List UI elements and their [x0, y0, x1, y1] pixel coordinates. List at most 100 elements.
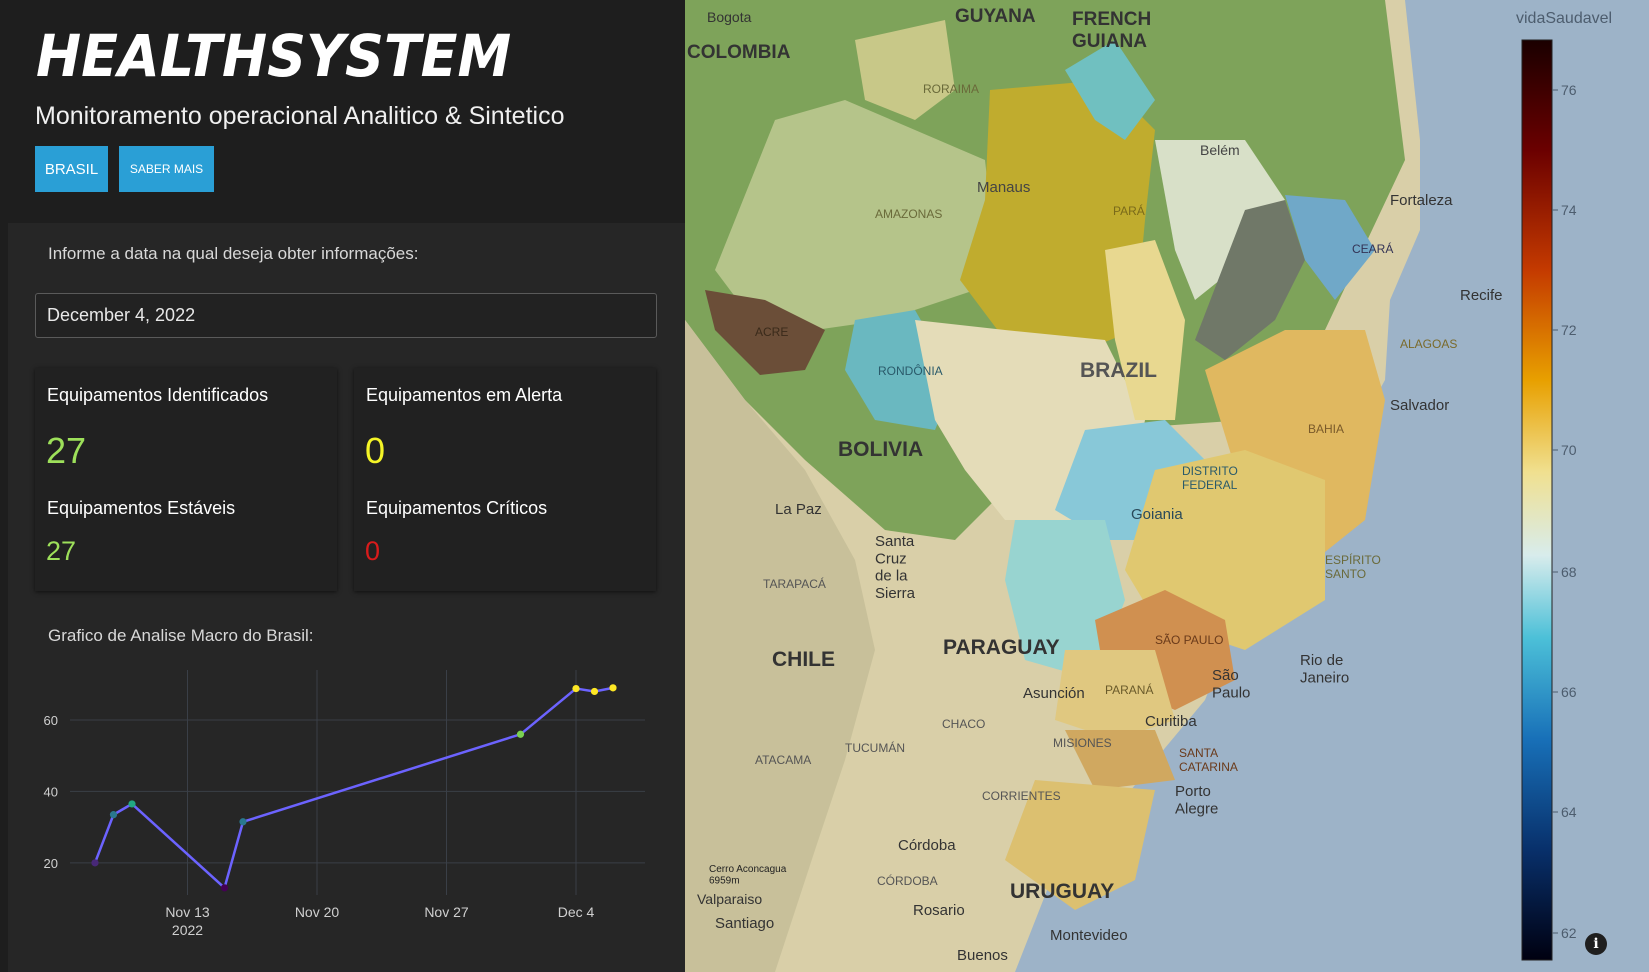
map-label-chaco: CHACO	[942, 717, 985, 731]
data-point	[516, 730, 525, 738]
state-ceara	[1285, 195, 1375, 300]
stat-alerta-value: 0	[365, 430, 386, 471]
state-acre	[705, 290, 825, 375]
colorbar-tick-label: 74	[1561, 202, 1577, 218]
series-line	[93, 686, 614, 891]
map-label-santiago: Santiago	[715, 915, 774, 932]
map-label-goiania: Goiania	[1131, 506, 1183, 523]
map-label-espirito-santo: ESPÍRITO SANTO	[1325, 552, 1381, 581]
map-label-montevideo: Montevideo	[1050, 927, 1128, 944]
map-label-corrientes: CORRIENTES	[982, 789, 1061, 803]
map-label-uruguay: URUGUAY	[1010, 880, 1114, 903]
colorbar-tick-label: 72	[1561, 322, 1577, 338]
y-tick-label: 20	[44, 856, 58, 871]
colorbar-tick-label: 70	[1561, 442, 1577, 458]
state-santa-catarina	[1065, 730, 1175, 790]
state-maranhao	[1155, 140, 1285, 300]
map-panel[interactable]: 76 74 72 70 68 66 64 62 Bogota GUYANA FRENCH GUIAN…	[685, 0, 1649, 972]
state-mato-grosso-sul	[1005, 520, 1125, 680]
colorbar-tick-label: 66	[1561, 684, 1577, 700]
map-label-amazonas: AMAZONAS	[875, 207, 942, 221]
stat-estaveis-value: 27	[46, 536, 77, 566]
x-tick-label: Nov 27	[424, 904, 469, 920]
map-label-french-guiana: FRENCH GUIANA	[1072, 9, 1151, 52]
colorbar-tick-label: 76	[1561, 82, 1577, 98]
state-amazonas	[715, 100, 995, 330]
map-label-atacama: ATACAMA	[755, 753, 811, 767]
map-label-bolivia: BOLIVIA	[838, 438, 923, 461]
x-tick-label: Nov 20	[295, 904, 340, 920]
content-card	[8, 223, 685, 972]
data-point	[91, 859, 99, 867]
map-labels: Bogota GUYANA FRENCH GUIANA COLOMBIA RORAIMA M…	[687, 6, 1503, 964]
brasil-button[interactable]: BRASIL	[35, 146, 108, 192]
state-tocantins	[1105, 240, 1185, 420]
y-tick-label: 40	[44, 784, 58, 799]
colorbar-tick-label: 64	[1561, 804, 1577, 820]
brand-title: HEALTHSYSTEM	[36, 22, 512, 90]
map-label-paraguay: PARAGUAY	[943, 636, 1060, 659]
x-tick-label: Nov 13	[165, 904, 210, 920]
stat-estaveis-label: Equipamentos Estáveis	[47, 498, 236, 518]
state-piaui	[1195, 200, 1305, 360]
data-point	[239, 818, 247, 826]
stat-identificados-label: Equipamentos Identificados	[47, 385, 269, 405]
map-label-cordoba-prov: CÓRDOBA	[877, 873, 938, 888]
data-point	[572, 684, 580, 693]
map-label-bogota: Bogota	[707, 9, 752, 25]
map-label-cerro: Cerro Aconcagua 6959m	[709, 864, 787, 887]
state-roraima	[855, 20, 955, 120]
data-point	[609, 684, 617, 692]
map-label-brazil: BRAZIL	[1080, 359, 1157, 382]
map-label-ceara: CEARÁ	[1352, 241, 1393, 256]
map-label-fortaleza: Fortaleza	[1390, 192, 1453, 209]
map-label-cordoba-city: Córdoba	[898, 837, 956, 854]
map-label-asuncion: Asunción	[1023, 685, 1085, 702]
map-label-parana: PARANÁ	[1105, 682, 1153, 697]
map-label-valparaiso: Valparaiso	[697, 891, 762, 907]
stat-box-right: Equipamentos em Alerta 0 Equipamentos Cr…	[354, 368, 656, 591]
map-label-belem: Belém	[1200, 142, 1240, 158]
map-label-bahia: BAHIA	[1308, 422, 1344, 436]
map-label-acre: ACRE	[755, 325, 788, 339]
map-label-alagoas: ALAGOAS	[1400, 337, 1457, 351]
data-point	[128, 800, 136, 808]
map-label-chile: CHILE	[772, 648, 835, 671]
colorbar-title: vidaSaudavel	[1516, 10, 1613, 27]
map-label-rio: Rio de Janeiro	[1300, 652, 1349, 686]
map-label-santa-catarina: SANTA CATARINA	[1179, 746, 1238, 774]
map-label-curitiba: Curitiba	[1145, 713, 1197, 730]
map-label-manaus: Manaus	[977, 179, 1030, 196]
page-subtitle: Monitoramento operacional Analitico & Si…	[35, 102, 565, 130]
map-label-tucuman: TUCUMÁN	[845, 740, 905, 755]
colorbar-tick-label: 68	[1561, 564, 1577, 580]
chart-label: Grafico de Analise Macro do Brasil:	[48, 626, 314, 645]
stat-box-left: Equipamentos Identificados 27 Equipament…	[35, 368, 337, 591]
map-label-roraima: RORAIMA	[923, 82, 979, 96]
map-label-sao-paulo-state: SÃO PAULO	[1155, 633, 1223, 647]
andes	[685, 320, 875, 972]
map-label-porto-alegre: Porto Alegre	[1175, 783, 1218, 817]
map-label-santa-cruz: Santa Cruz de la Sierra	[875, 533, 916, 602]
choropleth-map[interactable]: 76 74 72 70 68 66 64 62 Bogota GUYANA FRENCH GUIAN…	[685, 0, 1649, 972]
date-label: Informe a data na qual deseja obter info…	[48, 244, 419, 263]
map-label-la-paz: La Paz	[775, 501, 822, 518]
map-label-rosario: Rosario	[913, 902, 965, 919]
state-rio-grande-sul	[1005, 780, 1155, 910]
saber-mais-button[interactable]: SABER MAIS	[119, 146, 214, 192]
line-chart[interactable]: 20 40 60 Nov 13 2022 Nov 20 Nov 27 Dec 4	[30, 660, 655, 960]
data-point	[590, 687, 599, 696]
state-amapa	[1065, 40, 1155, 140]
map-label-colombia: COLOMBIA	[687, 42, 791, 63]
map-label-misiones: MISIONES	[1053, 736, 1112, 750]
colorbar-tick-label: 62	[1561, 925, 1577, 941]
stat-criticos-label: Equipamentos Críticos	[366, 498, 548, 518]
date-input[interactable]	[35, 293, 657, 338]
colorbar-ticks: 76 74 72 70 68 66 64 62	[1552, 82, 1577, 941]
info-icon[interactable]: i	[1585, 933, 1607, 955]
map-label-para: PARÁ	[1113, 203, 1145, 218]
x-tick-sublabel: 2022	[172, 922, 203, 938]
stat-identificados-value: 27	[46, 430, 87, 471]
map-label-guyana: GUYANA	[955, 6, 1036, 27]
stat-criticos-value: 0	[365, 536, 381, 566]
